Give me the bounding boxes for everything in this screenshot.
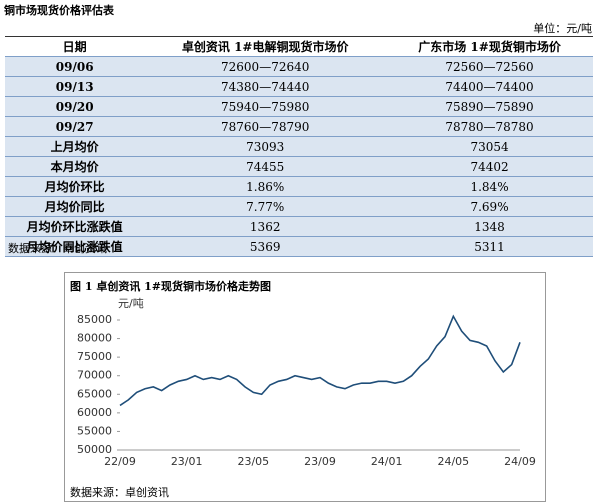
table-row: 月均价环比 1.86% 1.84% [5,176,593,197]
table-cell: 上月均价 [5,136,145,157]
x-tick-label: 24/09 [504,455,536,468]
table-row: 月均价环比涨跌值 1362 1348 [5,216,593,237]
table-cell: 72600—72640 [144,56,387,77]
x-tick-label: 23/09 [304,455,336,468]
table-cell: 72560—72560 [386,56,593,77]
table-row: 上月均价 73093 73054 [5,136,593,157]
y-tick-label: 60000 [77,406,112,419]
table-row: 月均价同比涨跌值 5369 5311 [5,236,593,257]
table-cell: 74455 [144,156,387,177]
table-cell: 7.69% [386,196,593,217]
chart: 元/吨 50000 55000 60000 65000 70000 75000 80000 8… [77,297,536,468]
table-row: 09/27 78760—78790 78780—78780 [5,116,593,137]
table-cell: 74380—74440 [144,76,387,97]
y-tick-label: 70000 [77,369,112,382]
table-row: 月均价同比 7.77% 7.69% [5,196,593,217]
table-row: 09/06 72600—72640 72560—72560 [5,56,593,77]
table-cell: 1.86% [144,176,387,197]
table-cell: 广东市场 1#现货铜市场价 [386,36,593,57]
x-tick-label: 23/01 [171,455,203,468]
price-table: 日期 卓创资讯 1#电解铜现货市场价 广东市场 1#现货铜市场价 09/06 72600… [5,36,593,257]
table-cell: 75940—75980 [144,96,387,117]
table-cell: 09/06 [5,56,145,77]
table-cell: 09/20 [5,96,145,117]
table-cell: 5311 [386,236,593,257]
y-tick-label: 65000 [77,387,112,400]
table-cell: 月均价同比涨跌值 [5,236,145,257]
table-cell: 1362 [144,216,387,237]
y-tick-label: 75000 [77,350,112,363]
y-tick-label: 55000 [77,424,112,437]
table-row: 09/13 74380—74440 74400—74400 [5,76,593,97]
table-cell: 1348 [386,216,593,237]
x-tick-label: 24/01 [371,455,403,468]
table-cell: 本月均价 [5,156,145,177]
figure-caption: 图 1 卓创资讯 1#现货铜市场价格走势图 [70,280,272,293]
x-tick-label: 24/05 [437,455,469,468]
table-cell: 09/27 [5,116,145,137]
y-tick-label: 80000 [77,332,112,345]
table-cell: 月均价环比 [5,176,145,197]
table-cell: 74402 [386,156,593,177]
table-row: 本月均价 74455 74402 [5,156,593,177]
unit: 单位：元/吨 [533,22,592,35]
price-line [119,314,521,407]
table-cell: 75890—75890 [386,96,593,117]
table-cell: 74400—74400 [386,76,593,97]
table-cell: 73054 [386,136,593,157]
table-cell: 78780—78780 [386,116,593,137]
y-tick-label: 85000 [77,313,112,326]
table-cell: 5369 [144,236,387,257]
y-tick-label: 50000 [77,443,112,456]
doc-title: 铜市场现货价格评估表 [4,4,114,17]
table-cell: 月均价同比 [5,196,145,217]
x-tick-label: 23/05 [237,455,269,468]
table-row: 09/20 75940—75980 75890—75890 [5,96,593,117]
x-tick-label: 22/09 [104,455,136,468]
y-axis-label: 元/吨 [118,297,144,310]
table-cell: 09/13 [5,76,145,97]
table-cell: 1.84% [386,176,593,197]
table-source: 数据来源：卓创资讯 [8,242,107,255]
figure-source: 数据来源：卓创资讯 [70,486,169,499]
